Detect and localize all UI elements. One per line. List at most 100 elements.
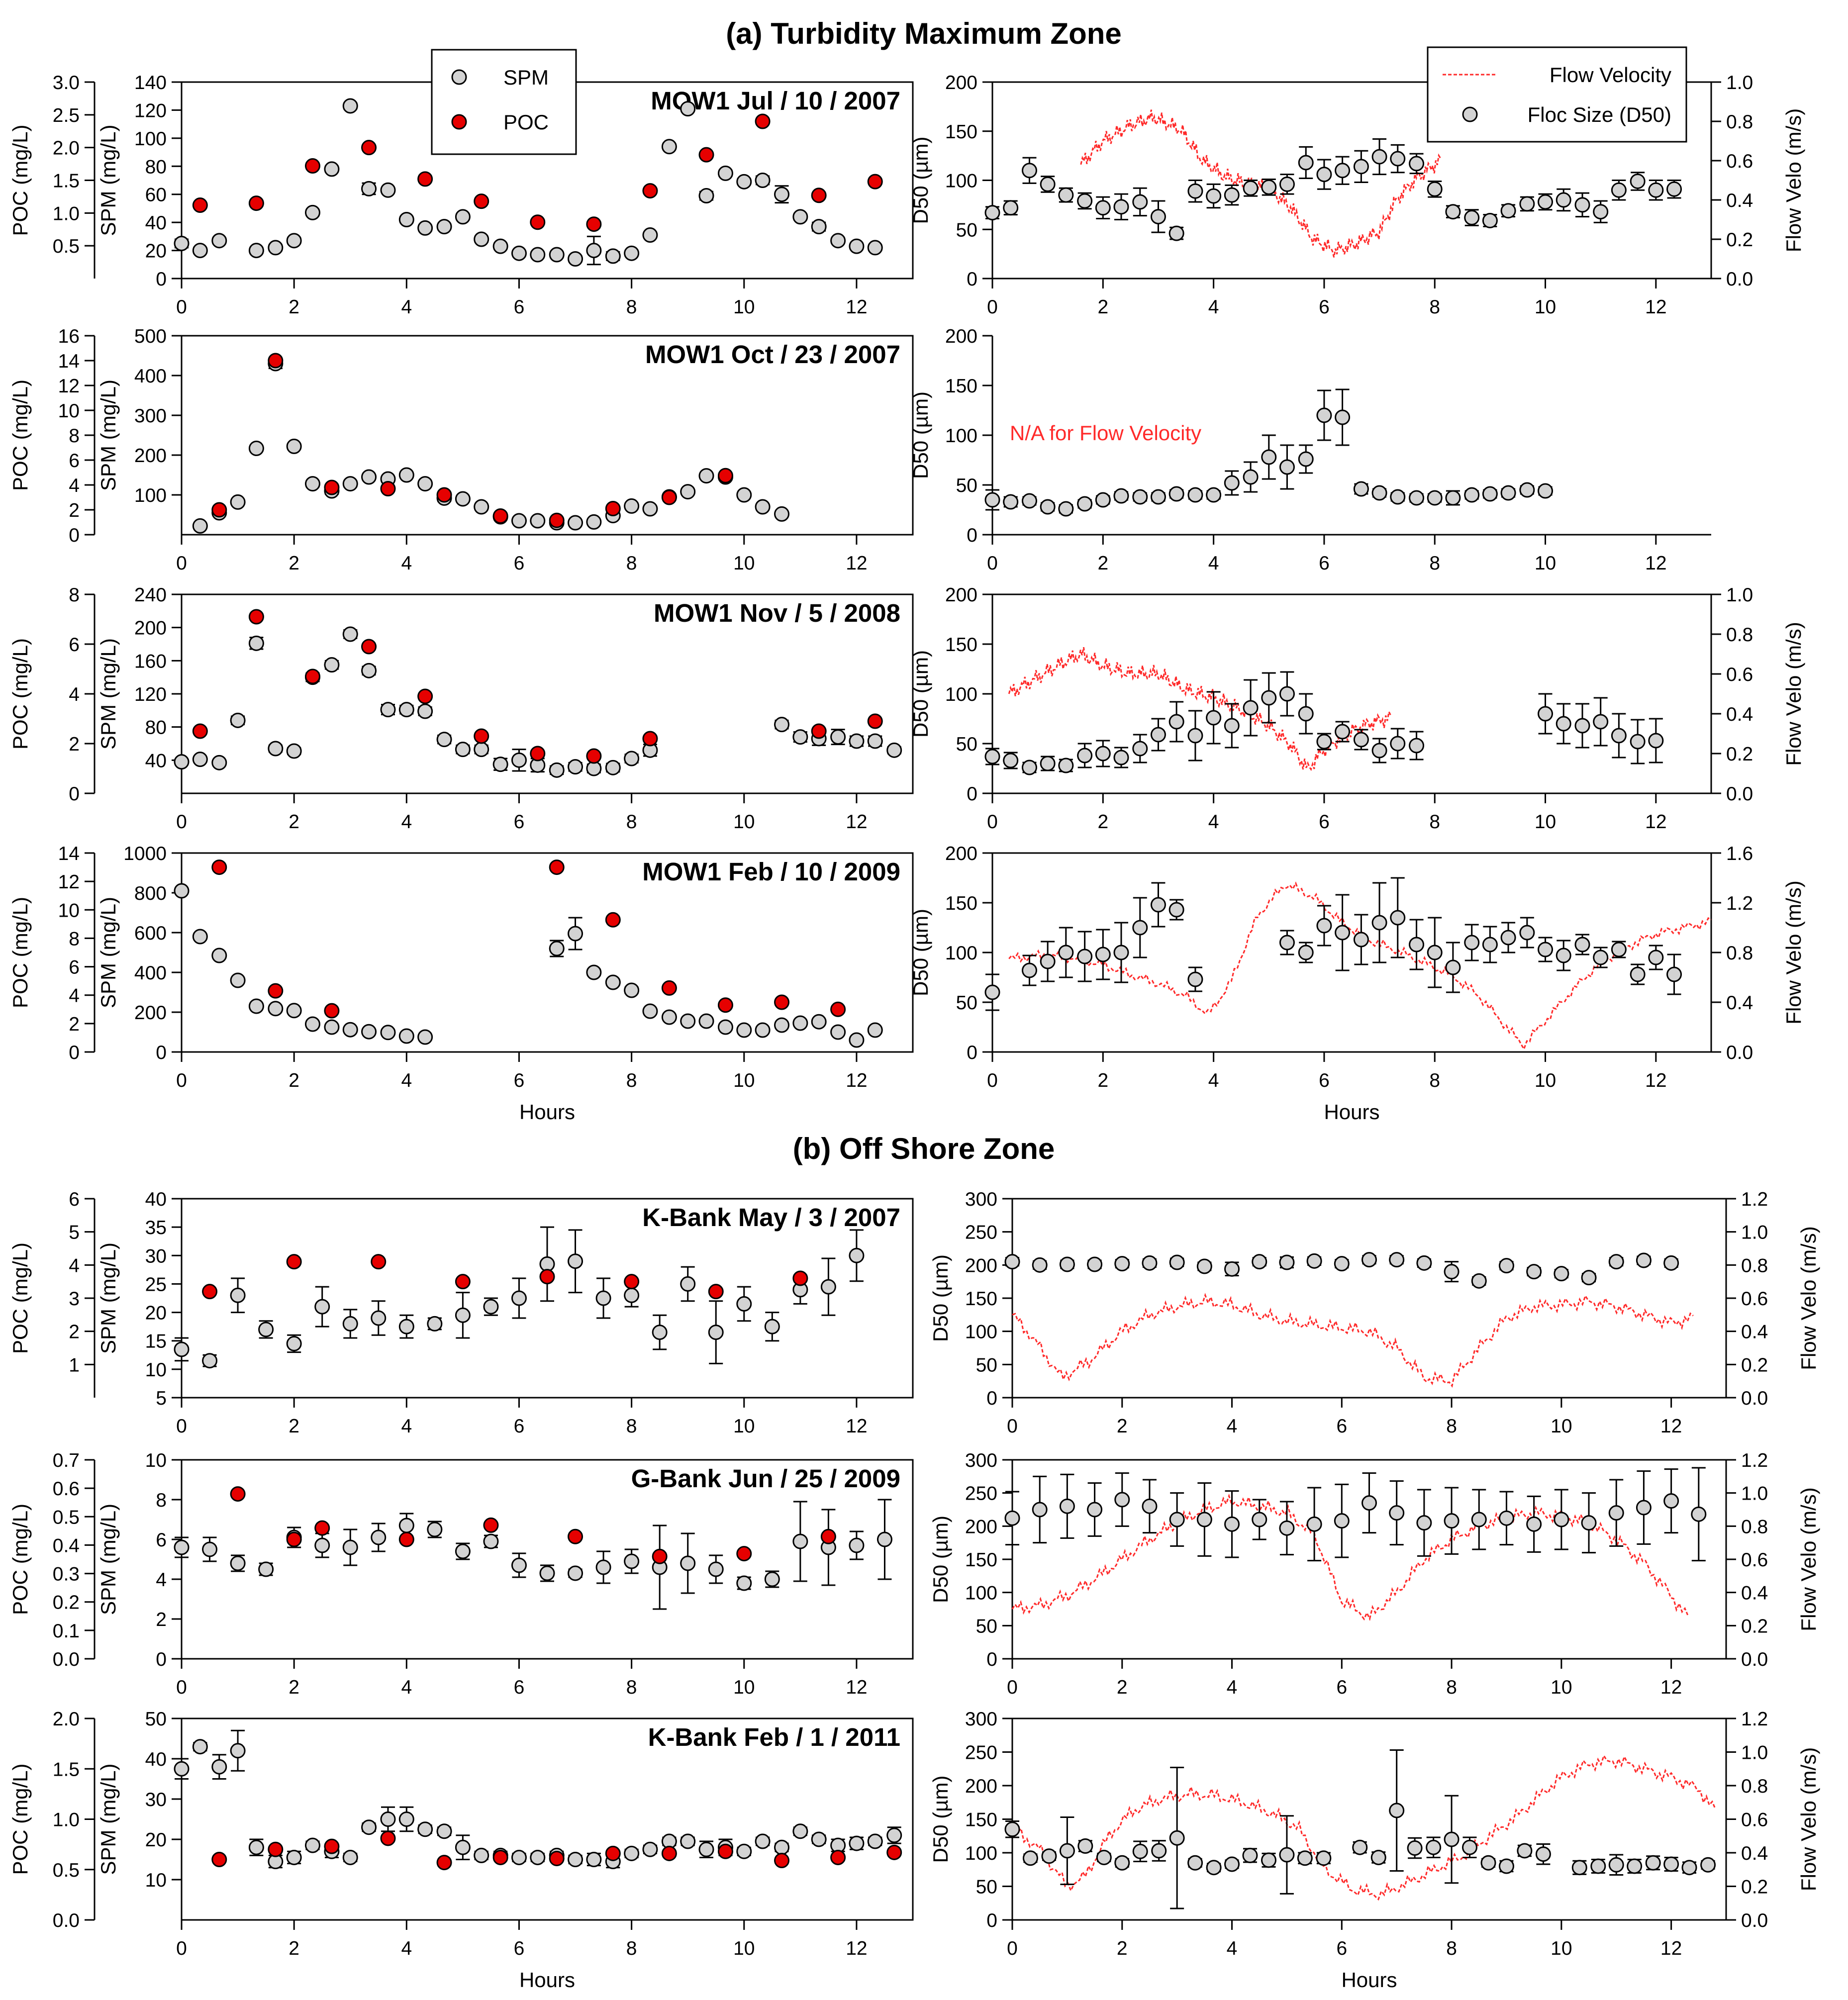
x-axis-tick-label: 2 xyxy=(1097,811,1108,833)
x-axis-label: Hours xyxy=(1341,1968,1397,1992)
spm-point xyxy=(595,1290,611,1306)
x-axis-tick-label: 2 xyxy=(1097,296,1108,318)
d50-axis-tick-label: 200 xyxy=(945,584,977,606)
d50-point xyxy=(1335,724,1351,740)
poc-axis-tick-label: 4 xyxy=(69,684,80,705)
d50-axis-tick-label: 50 xyxy=(956,475,977,496)
poc-point xyxy=(867,174,883,190)
d50-point xyxy=(1666,966,1682,982)
flow-axis-tick-label: 1.0 xyxy=(1741,1742,1768,1764)
spm-axis-tick-label: 240 xyxy=(134,584,167,606)
flow-axis-tick-label: 0.8 xyxy=(1741,1516,1768,1537)
spm-point xyxy=(230,1743,246,1759)
d50-point xyxy=(1306,1253,1322,1269)
d50-point xyxy=(1032,1502,1048,1518)
x-axis-tick-label: 8 xyxy=(626,811,637,833)
poc-axis-tick-label: 0.5 xyxy=(53,236,80,257)
spm-point xyxy=(268,1001,284,1017)
legend-box xyxy=(1427,46,1687,143)
spm-point xyxy=(286,438,302,454)
d50-point xyxy=(1407,1840,1423,1856)
x-axis-tick-label: 12 xyxy=(1645,296,1666,318)
d50-point xyxy=(1298,706,1314,722)
spm-point xyxy=(568,515,584,531)
d50-point xyxy=(1611,728,1627,744)
plot-frame xyxy=(1011,1198,1727,1399)
d50-point xyxy=(1526,1264,1542,1280)
spm-axis-tick-label: 200 xyxy=(134,618,167,639)
d50-point xyxy=(1427,490,1443,506)
spm-point xyxy=(174,1539,190,1555)
spm-point xyxy=(511,1557,527,1573)
x-axis-tick-label: 0 xyxy=(176,296,187,318)
spm-point xyxy=(474,231,489,247)
x-axis-tick-label: 4 xyxy=(401,1677,412,1698)
d50-point xyxy=(1040,176,1056,192)
poc-point xyxy=(774,994,790,1010)
d50-axis-tick-label: 0 xyxy=(967,1042,977,1063)
flow-axis-tick-label: 1.2 xyxy=(1741,1709,1768,1730)
poc-axis-tick-label: 6 xyxy=(69,957,80,978)
d50-point xyxy=(1095,492,1111,508)
d50-point xyxy=(1590,1858,1606,1874)
x-axis-tick-label: 0 xyxy=(987,1070,998,1091)
poc-point xyxy=(324,1838,340,1854)
spm-point xyxy=(849,1247,865,1263)
spm-axis-tick-label: 10 xyxy=(145,1450,167,1471)
spm-point xyxy=(436,1823,452,1839)
spm-point xyxy=(342,626,358,642)
spm-point xyxy=(304,1016,320,1032)
spm-axis-tick-label: 120 xyxy=(134,684,167,705)
spm-point xyxy=(492,238,508,254)
poc-axis-tick-label: 5 xyxy=(69,1222,80,1243)
spm-axis-tick-label: 30 xyxy=(145,1789,167,1810)
spm-axis-label: SPM (mg/L) xyxy=(97,380,120,491)
x-axis-tick-label: 8 xyxy=(1429,296,1440,318)
spm-point xyxy=(886,1827,902,1843)
spm-point xyxy=(849,1537,865,1553)
x-axis-tick-label: 0 xyxy=(1007,1416,1018,1437)
spm-point xyxy=(764,1571,780,1587)
x-axis-tick-label: 2 xyxy=(289,1070,299,1091)
d50-axis-tick-label: 100 xyxy=(945,943,977,964)
x-axis-tick-label: 4 xyxy=(1227,1938,1238,1959)
d50-point xyxy=(1700,1857,1716,1873)
spm-point xyxy=(286,1849,302,1865)
d50-point xyxy=(1371,743,1387,759)
x-axis-tick-label: 10 xyxy=(1551,1677,1572,1698)
d50-point xyxy=(1500,485,1516,501)
spm-point xyxy=(474,499,489,515)
d50-point xyxy=(1187,1855,1203,1871)
poc-point xyxy=(586,748,602,764)
poc-axis-tick-label: 0 xyxy=(69,783,80,805)
spm-axis-label: SPM (mg/L) xyxy=(97,638,120,750)
d50-point xyxy=(1004,1821,1020,1837)
d50-point xyxy=(1316,734,1332,750)
poc-axis-tick-label: 2 xyxy=(69,500,80,521)
spm-axis-tick-label: 120 xyxy=(134,100,167,121)
poc-point xyxy=(324,479,340,495)
spm-point xyxy=(755,1022,771,1038)
spm-point xyxy=(811,1014,827,1030)
d50-point xyxy=(1608,1505,1624,1521)
flow-axis-tick-label: 1.2 xyxy=(1741,1189,1768,1210)
poc-point xyxy=(886,1844,902,1860)
d50-axis-tick-label: 50 xyxy=(976,1616,997,1637)
d50-point xyxy=(1574,718,1590,734)
d50-axis-tick-label: 100 xyxy=(965,1583,997,1604)
d50-point xyxy=(1482,212,1498,228)
x-axis-tick-label: 6 xyxy=(1319,1070,1330,1091)
d50-point xyxy=(1593,714,1609,730)
spm-axis-tick-label: 30 xyxy=(145,1245,167,1267)
poc-point xyxy=(661,980,677,996)
poc-axis-tick-label: 3 xyxy=(69,1288,80,1310)
spm-axis-tick-label: 20 xyxy=(145,241,167,262)
d50-axis-tick-label: 200 xyxy=(945,843,977,864)
spm-point xyxy=(314,1299,330,1315)
flow-axis-tick-label: 0.2 xyxy=(1726,744,1753,765)
spm-point xyxy=(248,440,264,456)
flow-axis-tick-label: 0.8 xyxy=(1741,1776,1768,1797)
spm-point xyxy=(605,974,621,990)
